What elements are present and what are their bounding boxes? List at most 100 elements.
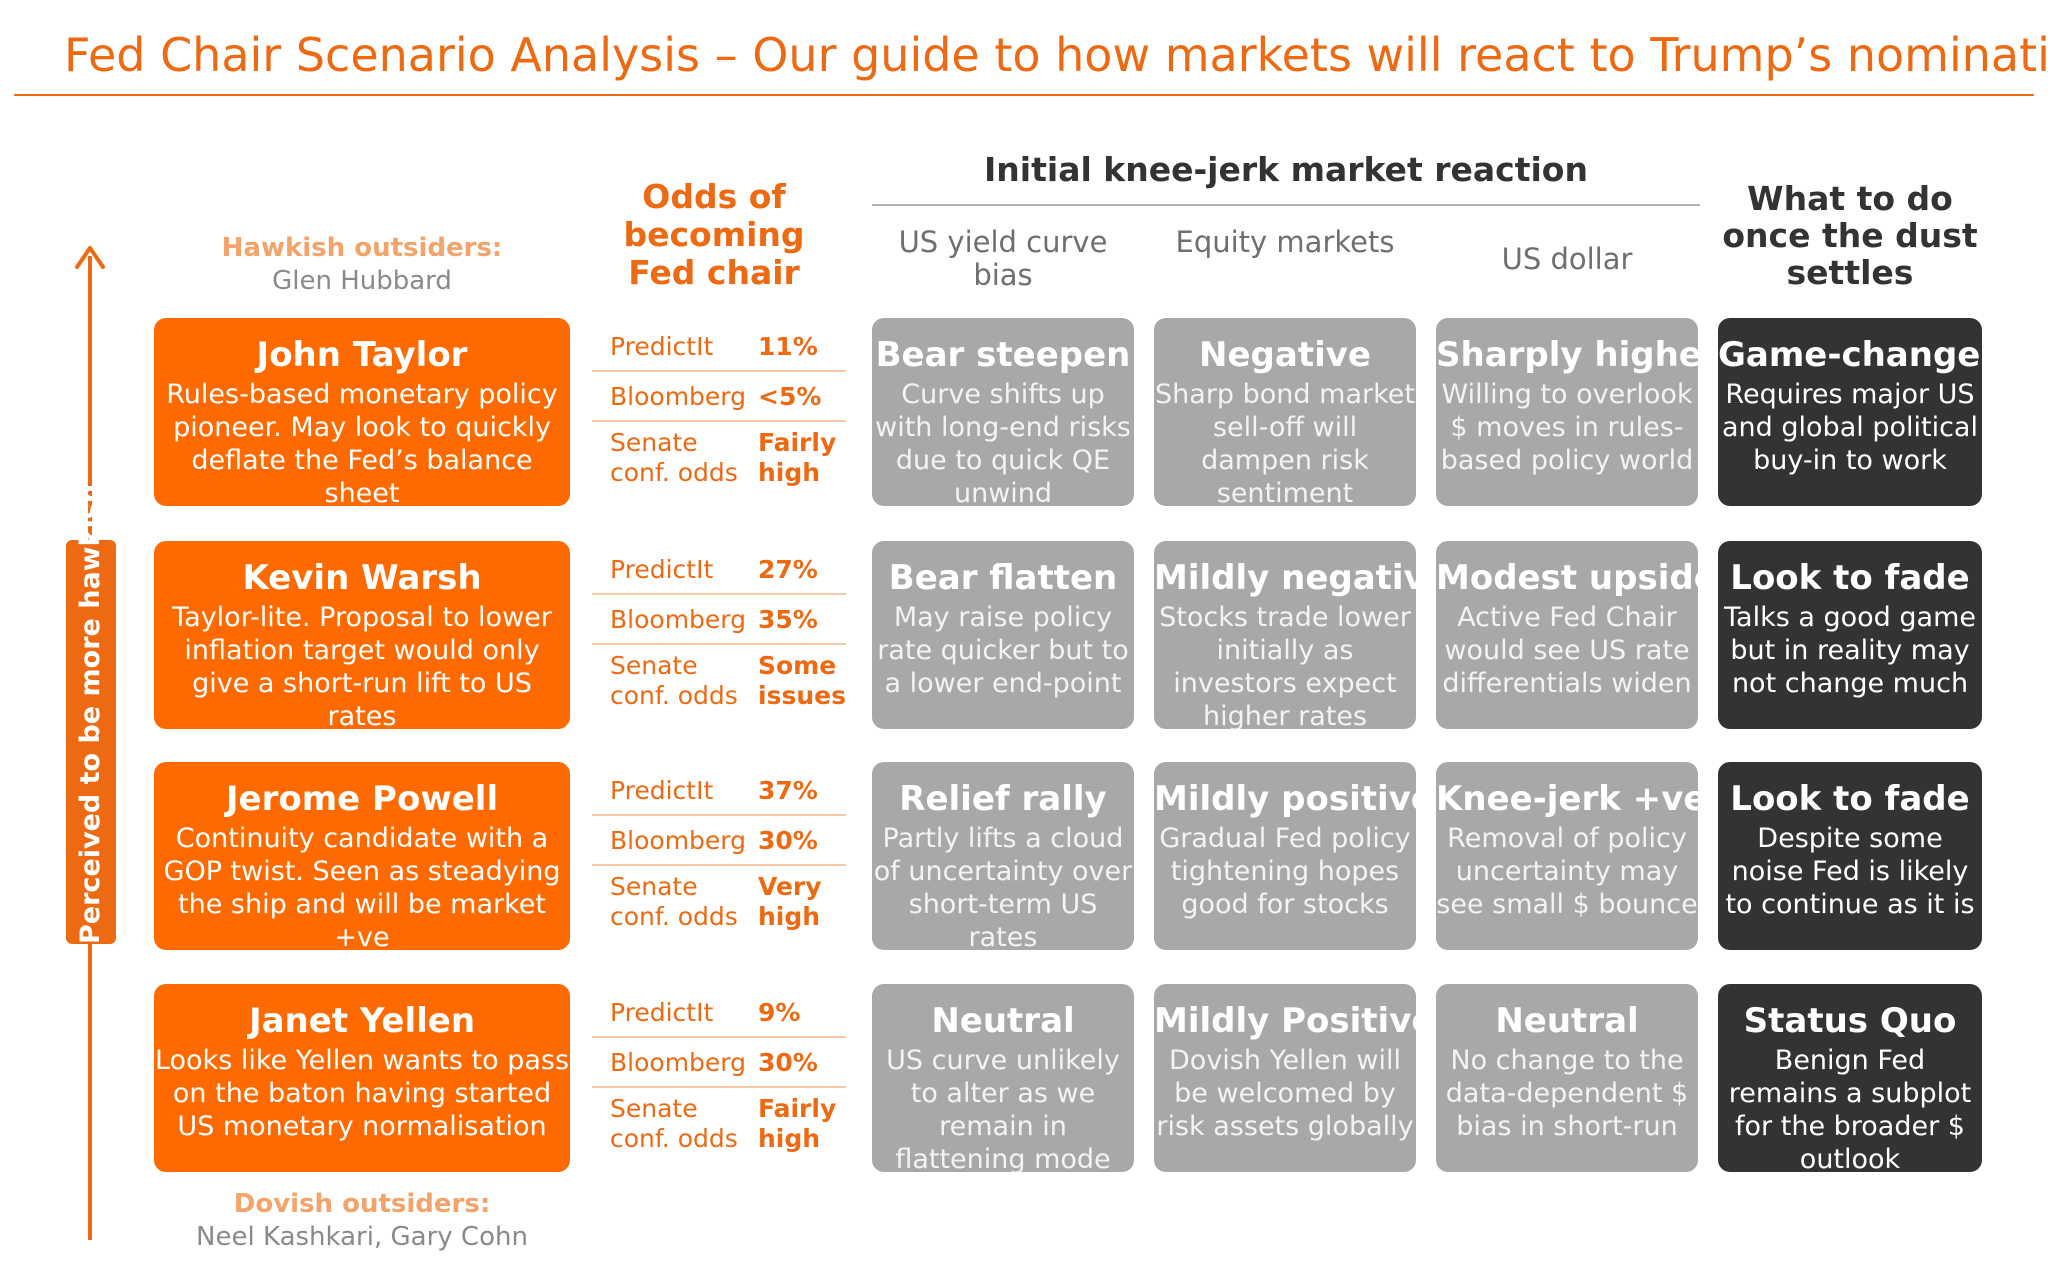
hawkish-outsiders-label: Hawkish outsiders: bbox=[221, 233, 503, 263]
hawkish-outsiders-names: Glen Hubbard bbox=[272, 266, 452, 296]
equity-box: Mildly Positive Dovish Yellen will be wel… bbox=[1154, 984, 1416, 1172]
odds-value-predictit: 9% bbox=[758, 998, 801, 1027]
odds-value-senate-line1: Some bbox=[758, 651, 837, 680]
dollar-box: Neutral No change to the data-dependent $… bbox=[1436, 984, 1698, 1172]
dollar-box-text: Removal of policy uncertainty may see sm… bbox=[1436, 823, 1698, 920]
what-to-do-box-text: Benign Fed remains a subplot for the bro… bbox=[1728, 1045, 1972, 1172]
odds-label-senate-line2: conf. odds bbox=[610, 458, 738, 487]
odds-row-predictit: PredictIt 11% bbox=[592, 322, 846, 372]
dollar-box: Sharply higher Willing to overlook $ move… bbox=[1436, 318, 1698, 506]
what-to-do-box-title: Game-change? bbox=[1718, 335, 1982, 375]
equity-box: Mildly negativeStocks trade lower initia… bbox=[1154, 541, 1416, 729]
odds-value-senate-line2: high bbox=[758, 1124, 821, 1153]
equity-box-title: Mildly positive bbox=[1154, 779, 1416, 819]
yield-curve-box: Bear steepen Curve shifts up with long-en… bbox=[872, 318, 1134, 506]
odds-label-senate-line2: conf. odds bbox=[610, 1124, 738, 1153]
odds-header: Odds of becoming Fed chair bbox=[623, 177, 805, 292]
equity-box-text: Stocks trade lower initially as investor… bbox=[1159, 602, 1411, 729]
yield-curve-box-text: Curve shifts up with long-end risks due … bbox=[875, 379, 1131, 506]
yield-curve-box-text: May raise policy rate quicker but to a l… bbox=[877, 602, 1129, 699]
odds-label-predictit: PredictIt bbox=[610, 555, 714, 584]
dollar-box-text: Active Fed Chair would see US rate diffe… bbox=[1442, 602, 1692, 699]
candidate-box: Kevin Warsh Taylor-lite. Proposal to lowe… bbox=[154, 541, 570, 729]
candidate-description: Continuity candidate with a GOP twist. S… bbox=[163, 823, 561, 950]
odds-value-senate-line2: issues bbox=[758, 681, 846, 710]
yield-curve-box-title: Bear steepen bbox=[875, 335, 1131, 375]
yield-curve-box: Neutral US curve unlikely to alter as we … bbox=[872, 984, 1134, 1172]
dollar-box: Modest upside Active Fed Chair would see … bbox=[1436, 541, 1698, 729]
odds-label-predictit: PredictIt bbox=[610, 776, 714, 805]
odds-table: PredictIt 37% Bloomberg 30% Senate conf. odds… bbox=[592, 766, 846, 938]
odds-value-senate-line2: high bbox=[758, 902, 821, 931]
odds-row-senate: Senate conf. odds Some issues bbox=[592, 645, 846, 717]
odds-label-senate: Senate conf. odds bbox=[610, 428, 738, 488]
odds-label-bloomberg: Bloomberg bbox=[610, 382, 746, 411]
odds-value-bloomberg: 35% bbox=[758, 605, 818, 634]
what-to-do-box-title: Look to fade bbox=[1730, 558, 1970, 598]
candidate-box: Janet Yellen Looks like Yellen wants to p… bbox=[154, 984, 570, 1172]
odds-row-bloomberg: Bloomberg 30% bbox=[592, 816, 846, 866]
what-to-do-box: Look to fade Talks a good game but in rea… bbox=[1718, 541, 1982, 729]
what-to-do-box: Look to fade Despite some noise Fed is li… bbox=[1718, 762, 1982, 950]
candidate-description: Taylor-lite. Proposal to lower inflation… bbox=[172, 602, 552, 729]
equity-box-text: Dovish Yellen will be welcomed by risk a… bbox=[1156, 1045, 1414, 1142]
odds-table: PredictIt 27% Bloomberg 35% Senate conf. odds… bbox=[592, 545, 846, 717]
candidate-name: Jerome Powell bbox=[225, 779, 499, 819]
yield-curve-box-title: Neutral bbox=[931, 1001, 1075, 1041]
odds-row-senate: Senate conf. odds Very high bbox=[592, 866, 846, 938]
odds-value-bloomberg: 30% bbox=[758, 826, 818, 855]
dollar-box-text: No change to the data-dependent $ bias i… bbox=[1445, 1045, 1689, 1142]
hawkish-outsiders: Hawkish outsiders: Glen Hubbard bbox=[154, 232, 570, 298]
equity-box-title: Negative bbox=[1199, 335, 1371, 375]
dollar-box-title: Sharply higher bbox=[1436, 335, 1698, 375]
what-to-do-box-title: Status Quo bbox=[1743, 1001, 1957, 1041]
odds-label-senate: Senate conf. odds bbox=[610, 872, 738, 932]
yield-curve-box-title: Relief rally bbox=[899, 779, 1107, 819]
odds-value-senate: Fairly high bbox=[758, 428, 836, 488]
odds-value-bloomberg: 30% bbox=[758, 1048, 818, 1077]
odds-row-predictit: PredictIt 27% bbox=[592, 545, 846, 595]
what-to-do-box-text: Requires major US and global political b… bbox=[1722, 379, 1978, 476]
odds-label-senate-line1: Senate bbox=[610, 428, 698, 457]
dollar-box-title: Neutral bbox=[1495, 1001, 1639, 1041]
odds-label-senate-line1: Senate bbox=[610, 872, 698, 901]
yield-curve-box: Relief rally Partly lifts a cloud of unce… bbox=[872, 762, 1134, 950]
candidate-name: Kevin Warsh bbox=[242, 558, 482, 598]
odds-label-bloomberg: Bloomberg bbox=[610, 826, 746, 855]
odds-row-senate: Senate conf. odds Fairly high bbox=[592, 422, 846, 494]
odds-row-senate: Senate conf. odds Fairly high bbox=[592, 1088, 846, 1160]
equity-box-text: Sharp bond market sell-off will dampen r… bbox=[1155, 379, 1415, 506]
what-to-do-header: What to do once the dust settles bbox=[1722, 179, 1978, 292]
odds-table: PredictIt 9% Bloomberg 30% Senate conf. odds F… bbox=[592, 988, 846, 1160]
odds-value-senate: Some issues bbox=[758, 651, 846, 711]
equity-header: Equity markets bbox=[1175, 225, 1395, 259]
yield-curve-box-title: Bear flatten bbox=[888, 558, 1118, 598]
candidate-box: John Taylor Rules-based monetary policy p… bbox=[154, 318, 570, 506]
dollar-box-title: Knee-jerk +ve bbox=[1436, 779, 1698, 819]
dollar-header: US dollar bbox=[1501, 242, 1633, 276]
odds-row-bloomberg: Bloomberg 30% bbox=[592, 1038, 846, 1088]
yield-curve-box-text: US curve unlikely to alter as we remain … bbox=[886, 1045, 1120, 1172]
dovish-outsiders-names: Neel Kashkari, Gary Cohn bbox=[196, 1222, 528, 1252]
odds-label-senate-line1: Senate bbox=[610, 1094, 698, 1123]
candidate-name: Janet Yellen bbox=[248, 1001, 476, 1041]
dollar-box-text: Willing to overlook $ moves in rules-bas… bbox=[1440, 379, 1694, 476]
candidate-box: Jerome Powell Continuity candidate with a… bbox=[154, 762, 570, 950]
odds-label-bloomberg: Bloomberg bbox=[610, 605, 746, 634]
yield-curve-box-text: Partly lifts a cloud of uncertainty over… bbox=[873, 823, 1133, 950]
odds-label-senate-line2: conf. odds bbox=[610, 902, 738, 931]
odds-value-predictit: 11% bbox=[758, 332, 818, 361]
candidate-description: Looks like Yellen wants to pass on the b… bbox=[154, 1045, 570, 1142]
odds-table: PredictIt 11% Bloomberg <5% Senate conf. odds… bbox=[592, 322, 846, 494]
dovish-outsiders-label: Dovish outsiders: bbox=[233, 1189, 491, 1219]
dovish-outsiders: Dovish outsiders: Neel Kashkari, Gary Co… bbox=[154, 1188, 570, 1254]
yield-curve-box: Bear flatten May raise policy rate quicke… bbox=[872, 541, 1134, 729]
what-to-do-box: Game-change? Requires major US and global… bbox=[1718, 318, 1982, 506]
page-title: Fed Chair Scenario Analysis – Our guide … bbox=[64, 28, 2048, 82]
odds-value-senate: Very high bbox=[758, 872, 822, 932]
odds-row-predictit: PredictIt 37% bbox=[592, 766, 846, 816]
odds-label-senate: Senate conf. odds bbox=[610, 651, 738, 711]
odds-value-bloomberg: <5% bbox=[758, 382, 822, 411]
knee-jerk-header: Initial knee-jerk market reaction bbox=[984, 150, 1588, 189]
yield-curve-header: US yield curve bias bbox=[898, 225, 1108, 292]
